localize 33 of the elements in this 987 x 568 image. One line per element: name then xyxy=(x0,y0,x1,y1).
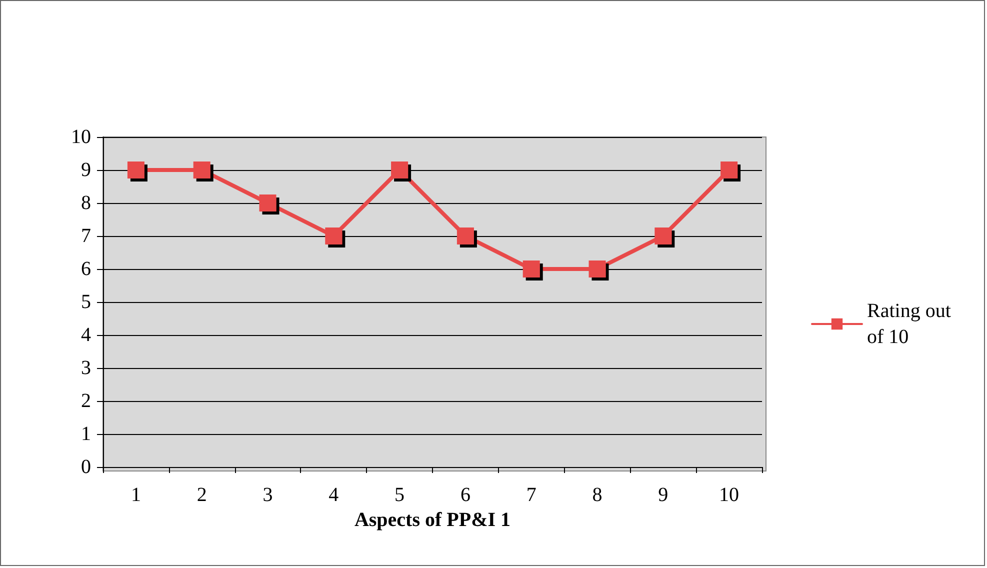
y-tick-label: 9 xyxy=(81,159,91,181)
point xyxy=(654,228,672,244)
x-tick-label: 8 xyxy=(592,484,602,506)
x-tick-label: 4 xyxy=(328,484,339,506)
point xyxy=(193,162,210,178)
x-tick-label: 10 xyxy=(719,484,740,506)
y-tick-label: 1 xyxy=(81,423,91,445)
x-tick-label: 3 xyxy=(262,484,273,506)
point xyxy=(127,162,144,178)
y-tick-label: 10 xyxy=(71,126,91,148)
point xyxy=(522,260,540,278)
x-tick-label: 5 xyxy=(394,484,405,506)
x-tick-label: 1 xyxy=(130,484,141,506)
y-tick-label: 6 xyxy=(81,258,91,280)
point xyxy=(588,260,606,278)
point xyxy=(325,228,342,244)
point xyxy=(720,162,738,178)
point xyxy=(456,228,474,244)
legend-label: Rating out of 10 xyxy=(867,300,952,348)
point xyxy=(391,162,408,178)
point xyxy=(259,194,276,212)
y-tick-label: 2 xyxy=(81,390,91,412)
x-tick-label: 6 xyxy=(460,484,470,506)
x-axis-title: Aspects of PP&I 1 xyxy=(354,508,511,531)
y-tick-label: 5 xyxy=(81,291,91,313)
x-tick-label: 9 xyxy=(658,484,668,506)
y-tick-label: 3 xyxy=(81,357,91,379)
y-tick-label: 0 xyxy=(81,456,91,478)
y-tick-label: 7 xyxy=(81,225,91,247)
y-tick-label: 4 xyxy=(81,324,91,346)
y-tick-label: 8 xyxy=(81,192,91,214)
x-tick-label: 2 xyxy=(196,484,207,506)
x-tick-label: 7 xyxy=(526,484,536,506)
